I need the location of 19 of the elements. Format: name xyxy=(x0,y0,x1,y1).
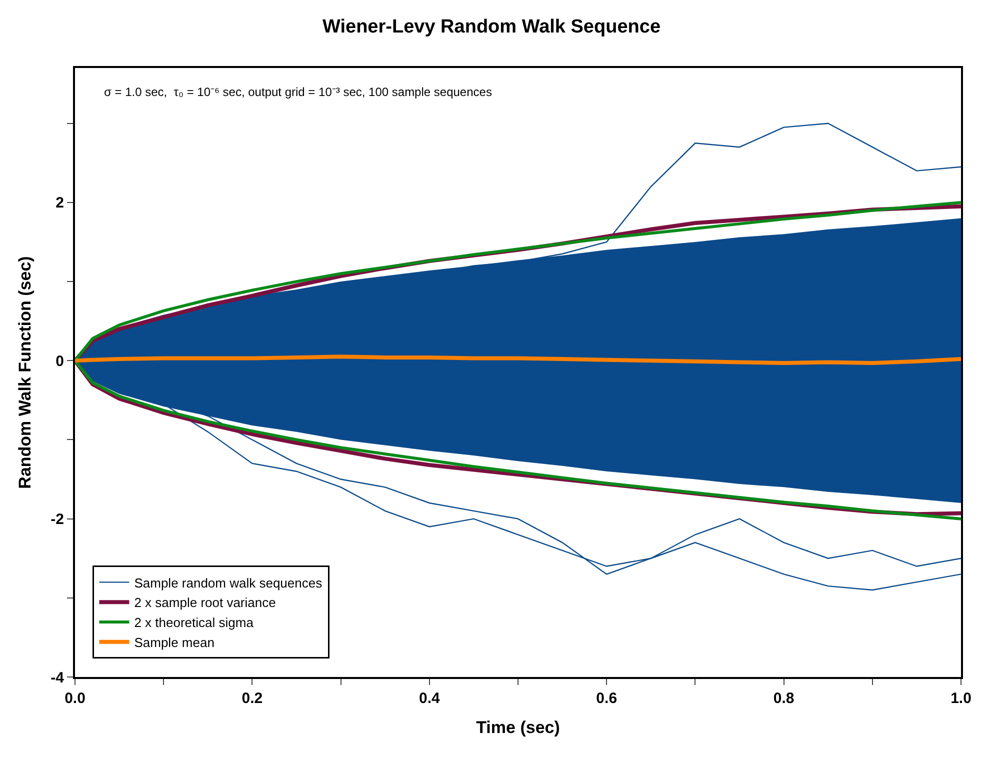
x-tick-label: 0.0 xyxy=(64,690,86,707)
y-axis-title: Random Walk Function (sec) xyxy=(16,256,35,489)
x-tick-label: 1.0 xyxy=(950,690,972,707)
legend-label: 2 x sample root variance xyxy=(134,595,276,610)
x-tick-label: 0.2 xyxy=(242,690,263,707)
legend-label: Sample mean xyxy=(134,634,214,650)
chart-title: Wiener-Levy Random Walk Sequence xyxy=(322,16,661,38)
y-tick-label: -4 xyxy=(50,669,65,686)
x-tick-label: 0.8 xyxy=(773,690,794,707)
x-axis-title: Time (sec) xyxy=(476,718,560,737)
annotation: σ = 1.0 sec, τ₀ = 10⁻⁶ sec, output grid = 10⁻³ sec, 100 sample sequences xyxy=(104,85,492,99)
legend-label: Sample random walk sequences xyxy=(134,575,323,590)
y-tick-label: -2 xyxy=(50,511,64,528)
y-tick-label: 0 xyxy=(56,352,64,370)
line-series xyxy=(75,354,961,366)
y-tick-label: 2 xyxy=(56,194,64,212)
x-tick-label: 0.4 xyxy=(418,690,440,707)
x-tick-label: 0.6 xyxy=(596,690,618,707)
legend-label: 2 x theoretical sigma xyxy=(134,615,254,630)
